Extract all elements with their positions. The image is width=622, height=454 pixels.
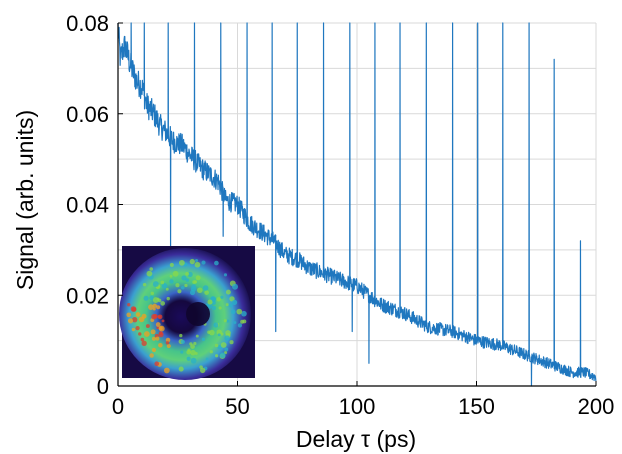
- series: [117, 22, 597, 387]
- y-tick-label: 0.04: [66, 193, 109, 218]
- y-tick-label: 0.06: [66, 102, 109, 127]
- axes: [117, 22, 597, 387]
- y-tick-label: 0: [97, 374, 109, 399]
- y-tick-label: 0.02: [66, 283, 109, 308]
- inset-image: [119, 246, 255, 380]
- tick-labels: 0 50 100 150 200 0 0.02 0.04 0.06 0.08: [66, 11, 614, 419]
- series-line: [117, 22, 597, 387]
- x-tick-label: 150: [458, 394, 495, 419]
- x-tick-label: 50: [225, 394, 249, 419]
- inset-center-hole: [186, 302, 210, 326]
- x-axis-label: Delay τ (ps): [296, 426, 416, 452]
- x-tick-label: 100: [339, 394, 376, 419]
- y-axis-label: Signal (arb. units): [12, 110, 38, 290]
- x-tick-label: 0: [112, 394, 124, 419]
- inset-hotspots: [126, 258, 247, 374]
- y-tick-label: 0.08: [66, 11, 109, 36]
- x-tick-label: 200: [578, 394, 615, 419]
